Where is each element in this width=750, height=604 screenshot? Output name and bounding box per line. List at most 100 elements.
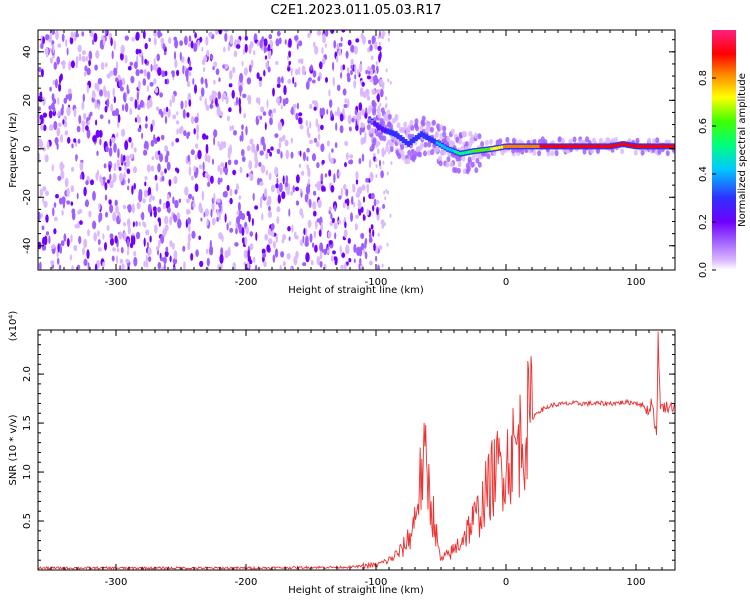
signal-core-cell: [370, 120, 374, 124]
signal-core-cell: [430, 138, 434, 142]
noise-cell: [57, 175, 62, 181]
noise-cell: [195, 167, 199, 176]
noise-cell: [194, 84, 197, 94]
signal-halo-cell: [431, 119, 436, 126]
noise-cell: [312, 201, 317, 210]
noise-cell: [129, 107, 133, 115]
noise-cell: [339, 125, 344, 134]
noise-cell: [163, 263, 166, 270]
signal-halo-cell: [419, 125, 424, 132]
noise-cell: [213, 61, 218, 68]
noise-cell: [131, 185, 134, 195]
noise-cell: [176, 69, 180, 77]
signal-core-cell: [451, 149, 455, 153]
noise-cell: [275, 234, 278, 243]
noise-cell: [375, 157, 378, 162]
noise-cell: [346, 67, 350, 73]
noise-cell: [54, 216, 58, 222]
noise-cell: [108, 199, 112, 205]
noise-cell: [179, 51, 182, 61]
noise-cell: [287, 226, 291, 232]
noise-cell: [342, 64, 346, 71]
noise-cell: [329, 220, 333, 227]
noise-cell: [89, 111, 93, 117]
noise-cell: [280, 104, 283, 110]
noise-cell: [112, 211, 117, 222]
noise-cell: [131, 203, 135, 214]
signal-halo-cell: [417, 151, 422, 158]
noise-cell: [194, 183, 199, 192]
noise-cell: [204, 98, 207, 107]
noise-cell: [250, 59, 254, 68]
noise-cell: [378, 245, 381, 250]
colorbar-tick-label: 0.8: [698, 70, 709, 86]
noise-cell: [215, 68, 220, 76]
noise-cell: [244, 35, 248, 41]
noise-cell: [77, 210, 81, 215]
signal-core-cell: [643, 144, 647, 148]
signal-core-cell: [479, 148, 483, 152]
noise-cell: [356, 187, 361, 197]
noise-cell: [220, 262, 223, 270]
noise-cell: [343, 184, 347, 191]
signal-core-cell: [630, 144, 634, 148]
noise-cell: [128, 136, 132, 143]
noise-cell: [369, 232, 372, 240]
noise-cell: [308, 77, 312, 82]
noise-cell: [298, 66, 301, 76]
signal-core-cell: [477, 149, 481, 153]
signal-halo-cell: [477, 161, 482, 168]
noise-cell: [79, 174, 83, 180]
noise-cell: [149, 81, 154, 87]
noise-cell: [116, 159, 120, 167]
noise-cell: [344, 230, 348, 238]
noise-cell: [92, 39, 95, 45]
noise-cell: [205, 135, 209, 140]
noise-cell: [360, 108, 365, 116]
noise-cell: [134, 99, 138, 109]
signal-core-cell: [422, 134, 426, 138]
signal-core-cell: [672, 144, 675, 148]
noise-cell: [119, 258, 124, 264]
noise-cell: [125, 258, 130, 264]
noise-cell: [299, 124, 304, 130]
noise-cell: [370, 224, 374, 230]
noise-cell: [335, 122, 338, 131]
signal-core-cell: [513, 144, 517, 148]
signal-halo-cell: [474, 167, 479, 174]
noise-cell: [63, 233, 67, 242]
noise-cell: [360, 137, 363, 145]
signal-halo-cell: [620, 148, 625, 155]
noise-cell: [197, 39, 200, 47]
signal-halo-cell: [375, 141, 380, 147]
signal-core-cell: [576, 144, 579, 148]
noise-cell: [48, 110, 53, 119]
noise-cell: [215, 30, 219, 35]
noise-cell: [372, 229, 375, 237]
noise-cell: [88, 50, 93, 60]
signal-halo-cell: [423, 141, 428, 148]
noise-cell: [99, 39, 103, 50]
noise-cell: [42, 196, 45, 204]
noise-cell: [124, 165, 127, 171]
noise-cell: [145, 254, 148, 264]
signal-core-cell: [386, 129, 390, 133]
noise-cell: [276, 83, 281, 88]
noise-cell: [322, 57, 326, 65]
noise-cell: [386, 171, 389, 176]
noise-cell: [178, 198, 182, 203]
signal-halo-cell: [410, 124, 415, 131]
noise-cell: [144, 176, 148, 181]
noise-cell: [285, 149, 290, 160]
noise-cell: [330, 185, 335, 193]
noise-cell: [320, 124, 324, 130]
noise-cell: [209, 239, 212, 250]
noise-cell: [309, 233, 313, 243]
noise-cell: [151, 195, 155, 201]
snr-xlabel: Height of straight line (km): [288, 585, 424, 596]
noise-cell: [156, 136, 161, 142]
noise-cell: [188, 35, 192, 42]
signal-halo-cell: [657, 148, 662, 155]
noise-cell: [191, 175, 194, 181]
noise-cell: [224, 32, 228, 42]
